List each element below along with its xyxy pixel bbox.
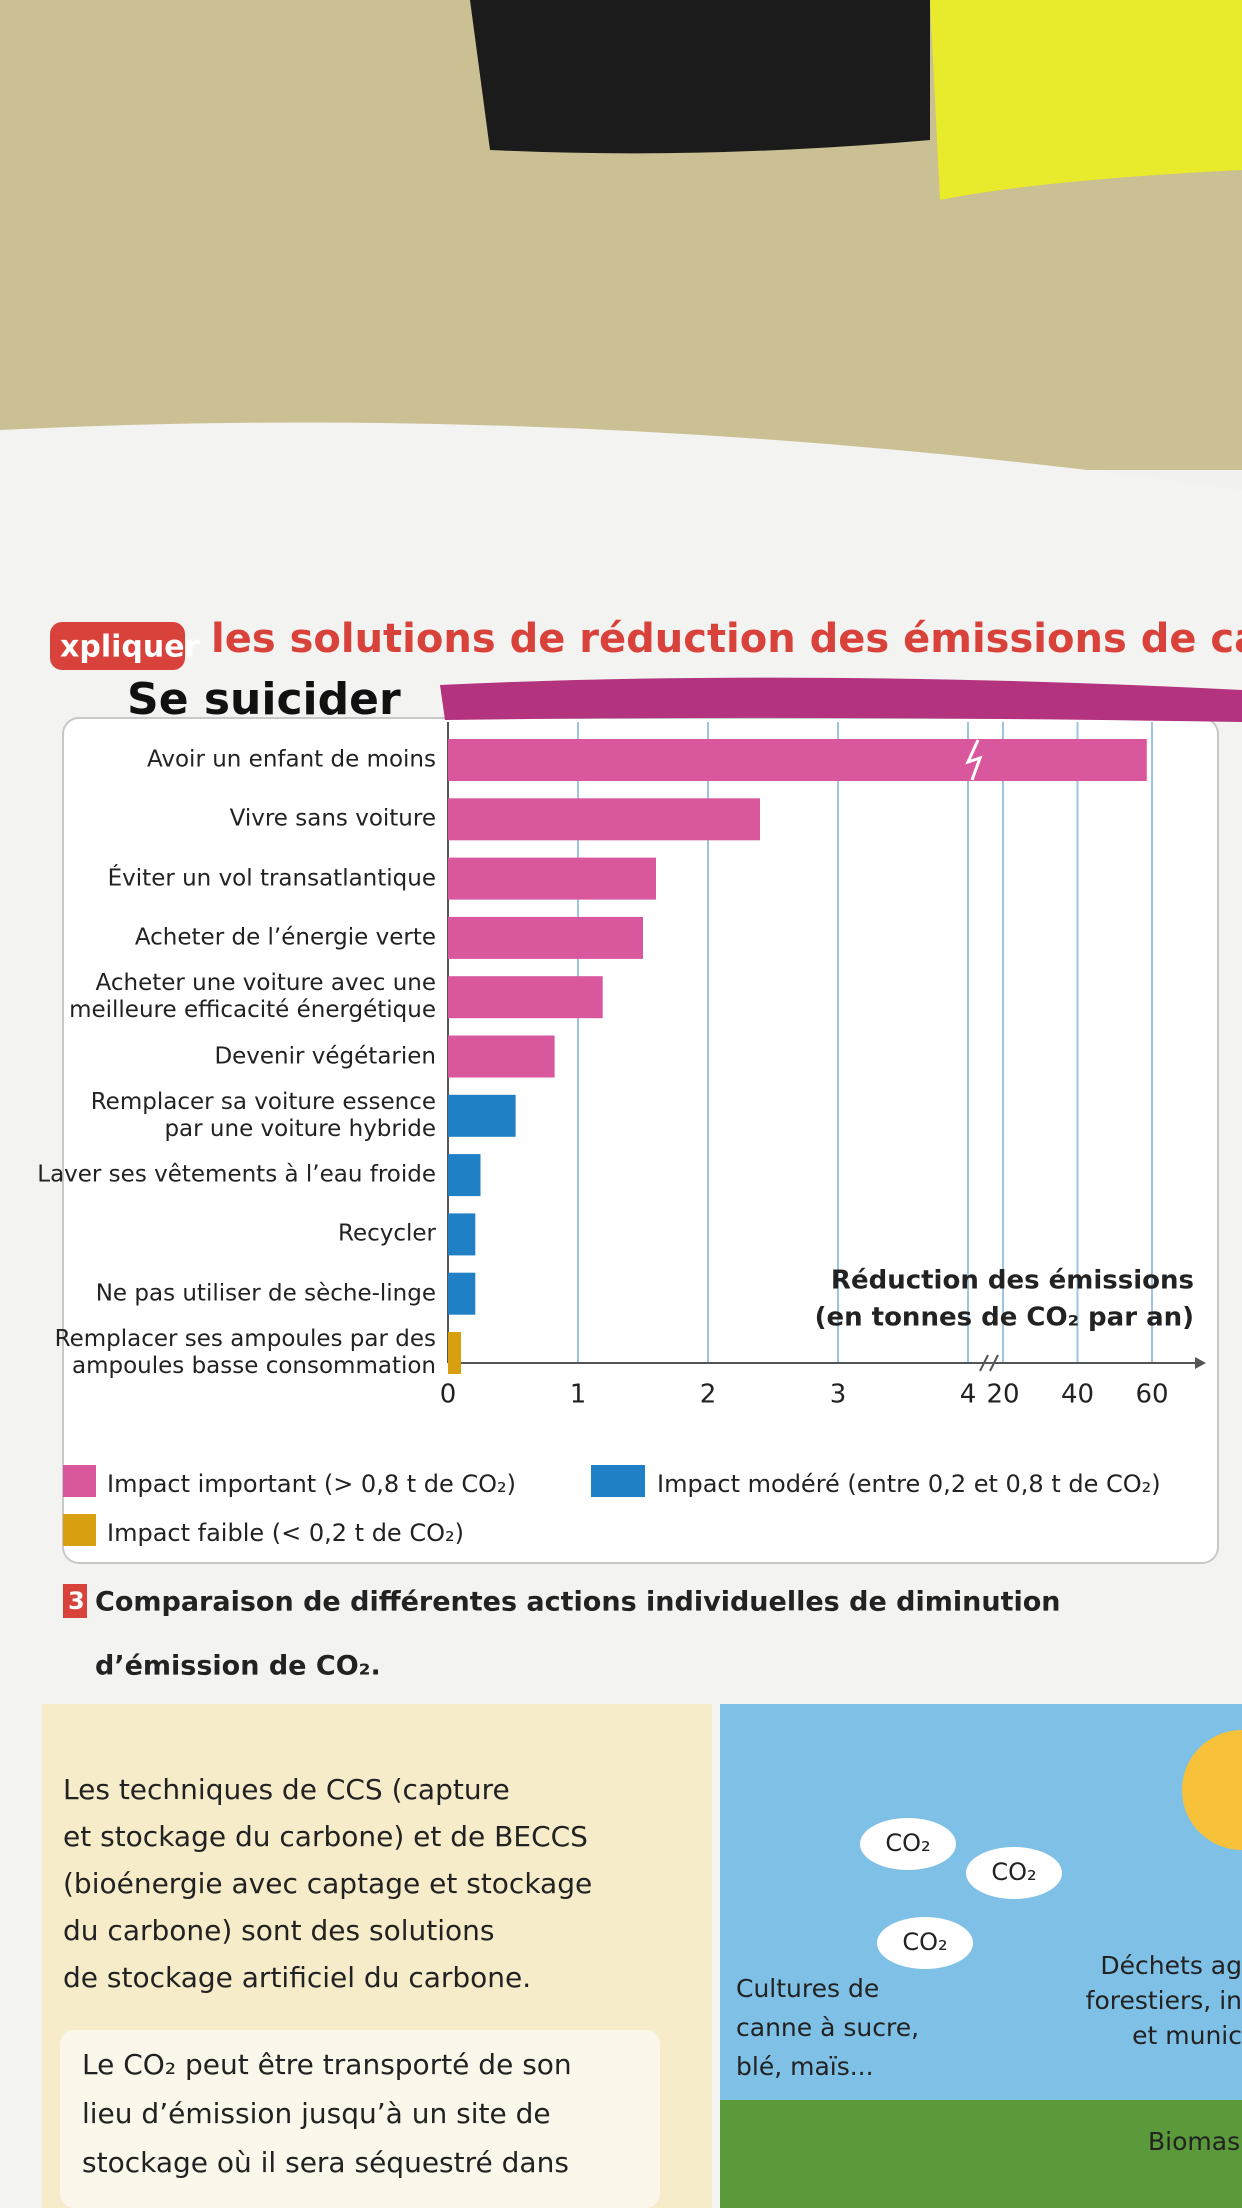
caption: Comparaison de différentes actions indiv…	[95, 1587, 1061, 1618]
diagram-label: forestiers, in	[1086, 1986, 1242, 2015]
yellow-object	[930, 0, 1242, 200]
badge	[50, 622, 185, 670]
paragraph: de stockage artificiel du carbone.	[63, 1961, 531, 1994]
axis-arrow	[1195, 1357, 1206, 1369]
cloud-label: CO₂	[991, 1858, 1036, 1886]
category-label: Remplacer sa voiture essence par une voi…	[90, 1088, 436, 1142]
sun	[1182, 1730, 1242, 1850]
category-label: Recycler	[338, 1220, 436, 1247]
diagram-label: et munic	[1132, 2021, 1242, 2050]
paragraph: stockage où il sera séquestré dans	[82, 2146, 569, 2179]
paragraph: lieu d’émission jusqu’à un site de	[82, 2097, 551, 2130]
legend-label: Impact important (> 0,8 t de CO₂)	[107, 1470, 516, 1498]
bar	[448, 976, 603, 1019]
bar	[448, 916, 643, 959]
badge-text: xpliquer	[60, 630, 200, 665]
category-label: Acheter de l’énergie verte	[134, 924, 436, 951]
legend-swatch	[63, 1465, 96, 1497]
category-label: Laver ses vêtements à l’eau froide	[37, 1161, 436, 1188]
cloud-label: CO₂	[885, 1829, 930, 1857]
cloud-label: CO₂	[902, 1928, 947, 1956]
cloud	[966, 1847, 1062, 1899]
diagram-label: canne à sucre,	[736, 2013, 919, 2042]
category-label: Remplacer ses ampoules par des ampoules …	[54, 1326, 436, 1379]
category-label: Avoir un enfant de moins	[146, 746, 436, 773]
bar	[448, 798, 760, 841]
text-box2-bg	[60, 2030, 660, 2208]
category-label: Ne pas utiliser de sèche-linge	[95, 1280, 436, 1307]
cloud	[860, 1818, 956, 1870]
category-label: Acheter une voiture avec une meilleure e…	[69, 970, 436, 1024]
cloud	[877, 1917, 973, 1969]
paragraph: Le CO₂ peut être transporté de son	[82, 2048, 572, 2081]
title: les solutions de réduction des émissions…	[211, 616, 1242, 662]
diagram-label: Cultures de	[736, 1974, 879, 2003]
legend-swatch	[63, 1514, 96, 1546]
bar	[448, 1213, 476, 1256]
cloth	[470, 0, 930, 154]
caption-badge	[63, 1584, 87, 1618]
x-axis-label: Réduction des émissions	[831, 1266, 1194, 1296]
bar	[448, 1035, 555, 1078]
bar	[448, 739, 1147, 781]
x-tick-label: 0	[440, 1380, 457, 1410]
axis-break	[979, 1354, 999, 1372]
x-tick-label: 60	[1135, 1380, 1168, 1410]
category-label: Éviter un vol transatlantique	[107, 865, 436, 892]
paragraph: du carbone) sont des solutions	[63, 1914, 494, 1947]
x-tick-label: 4	[960, 1380, 977, 1410]
legend-label: Impact faible (< 0,2 t de CO₂)	[107, 1519, 464, 1547]
bar	[448, 1154, 481, 1197]
scribble	[440, 677, 1242, 722]
x-tick-label: 1	[570, 1380, 587, 1410]
category-label: Devenir végétarien	[214, 1043, 436, 1069]
caption: d’émission de CO₂.	[95, 1651, 381, 1682]
category-label: Vivre sans voiture	[229, 805, 436, 832]
bar-break	[965, 739, 983, 781]
x-tick-label: 40	[1061, 1380, 1094, 1410]
legend-swatch	[591, 1465, 645, 1497]
bar	[448, 1272, 476, 1315]
bar	[448, 857, 656, 900]
trees	[720, 2100, 1242, 2208]
x-tick-label: 2	[700, 1380, 717, 1410]
x-tick-label: 3	[830, 1380, 847, 1410]
legend-label: Impact modéré (entre 0,2 et 0,8 t de CO₂…	[657, 1470, 1161, 1498]
bar	[448, 1332, 461, 1374]
paragraph: et stockage du carbone) et de BECCS	[63, 1820, 588, 1853]
diagram-label: Déchets ag	[1100, 1951, 1242, 1980]
diagram-label: Biomas	[1148, 2127, 1240, 2156]
x-axis-label: (en tonnes de CO₂ par an)	[815, 1303, 1194, 1333]
bar	[448, 1094, 516, 1137]
caption-number: 3	[68, 1587, 85, 1615]
x-tick-label: 20	[986, 1380, 1019, 1410]
diagram-label: blé, maïs...	[736, 2052, 874, 2081]
paragraph: (bioénergie avec captage et stockage	[63, 1867, 592, 1900]
paragraph: Les techniques de CCS (capture	[63, 1773, 510, 1806]
note: Se suicider	[127, 674, 401, 725]
